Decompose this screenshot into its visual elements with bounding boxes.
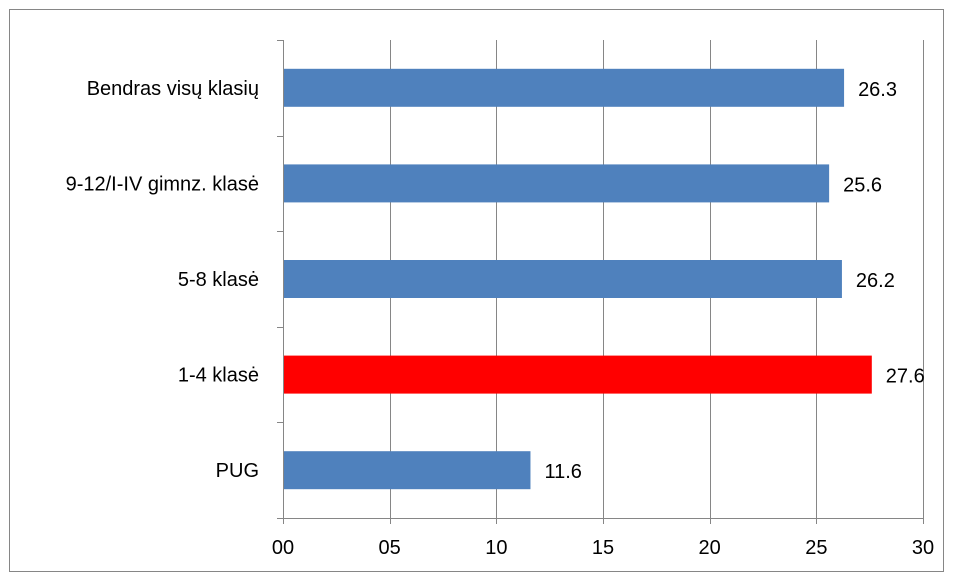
category-label: 1-4 klasė [178,365,259,387]
bar [284,164,830,203]
x-tick-label: 20 [699,537,721,559]
x-tick-label: 10 [485,537,507,559]
bar [284,68,845,107]
x-tick-label: 05 [379,537,401,559]
category-label: 5-8 klasė [178,269,259,291]
data-label: 11.6 [544,461,581,483]
category-label: PUG [216,460,259,482]
category-label: 9-12/I-IV gimnz. klasė [66,173,259,195]
bar [284,355,872,394]
bar [284,451,531,490]
data-label: 26.3 [858,79,897,101]
x-tick-label: 00 [272,537,294,559]
x-tick-label: 30 [912,537,934,559]
category-label: Bendras visų klasių [87,78,259,100]
x-tick-label: 15 [592,537,614,559]
data-label: 26.2 [856,270,895,292]
data-label: 27.6 [886,366,925,388]
data-label: 25.6 [843,174,882,196]
x-tick-label: 25 [805,537,827,559]
bar [284,260,842,298]
